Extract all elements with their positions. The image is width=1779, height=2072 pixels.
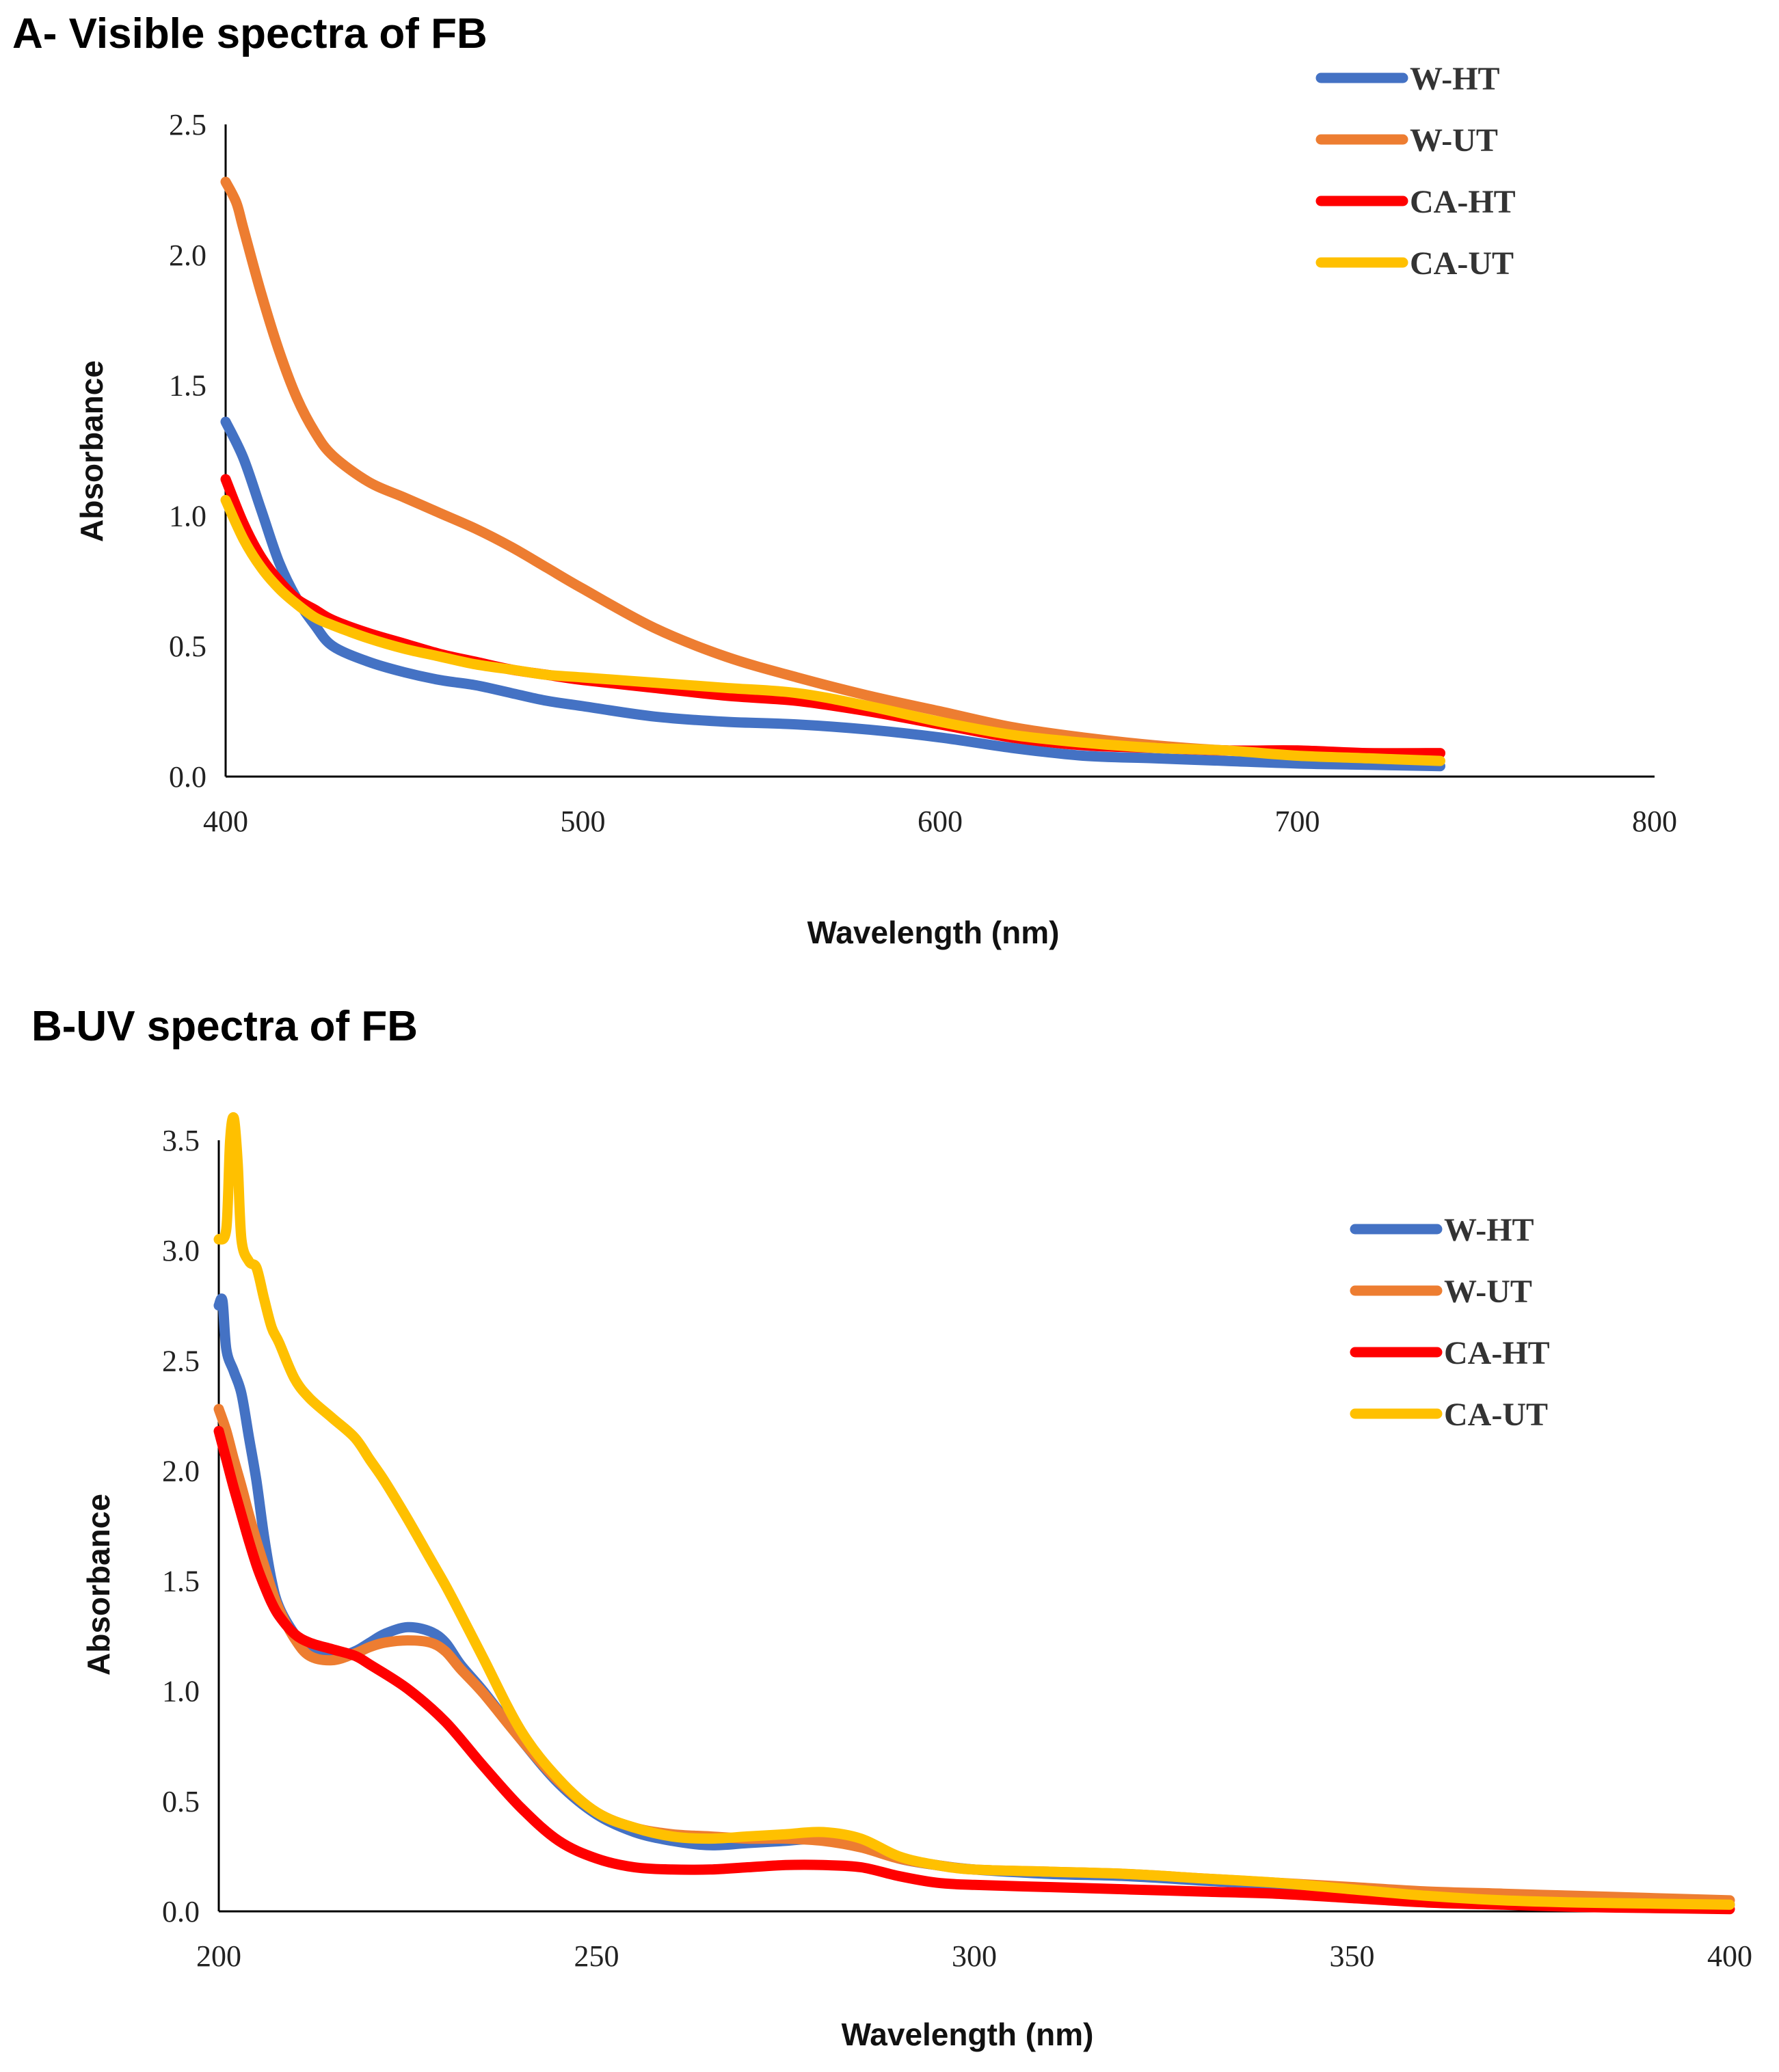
y-tick-label: 0.5 (162, 1785, 200, 1818)
y-tick-label: 2.0 (162, 1454, 200, 1488)
x-tick-label: 500 (561, 805, 606, 838)
y-axis-label: Absorbance (74, 360, 109, 542)
chart-a-svg: 400 500 600 700 800 0.0 0.5 1.0 1.5 2.0 2.5 Wavelen… (74, 61, 1677, 950)
chart-title: A- Visible spectra of FB (12, 10, 487, 57)
y-tick-label: 2.5 (169, 108, 206, 142)
series-line-w-ut (213, 1403, 1735, 1906)
legend-label-ca-ht: CA-HT (1410, 184, 1516, 220)
y-tick-label: 0.5 (169, 630, 206, 663)
chart-title: B-UV spectra of FB (31, 1003, 418, 1050)
series-line-w-ht (213, 1293, 1735, 1910)
x-tick-label: 400 (203, 805, 248, 838)
y-tick-label: 0.0 (169, 760, 206, 794)
y-tick-label: 2.5 (162, 1344, 200, 1377)
series-line-ca-ut (220, 495, 1445, 766)
series-line-ca-ut (213, 1112, 1735, 1910)
series-line-w-ut (220, 176, 1445, 759)
legend-label-w-ut: W-UT (1444, 1274, 1532, 1310)
y-tick-label: 1.5 (169, 369, 206, 403)
y-axis-label: Absorbance (81, 1494, 116, 1676)
panel-a-visible-spectra: A- Visible spectra of FB 400 500 600 700 800… (0, 0, 1779, 984)
chart-b-svg: 200 250 300 350 400 0.0 0.5 1.0 1.5 2.0 2.5 3.0 3.5 W… (81, 1112, 1752, 2052)
series-line-ca-ht (213, 1425, 1735, 1915)
x-tick-label: 200 (196, 1939, 241, 1973)
y-tick-label: 3.5 (162, 1124, 200, 1157)
x-axis-label: Wavelength (nm) (842, 2017, 1094, 2052)
legend-label-w-ht: W-HT (1410, 61, 1500, 97)
series-line-w-ht (220, 416, 1445, 772)
x-tick-label: 400 (1707, 1939, 1752, 1973)
x-tick-label: 600 (918, 805, 963, 838)
series-line-ca-ht (220, 474, 1445, 759)
x-tick-label: 700 (1275, 805, 1320, 838)
legend-label-ca-ut: CA-UT (1410, 245, 1514, 282)
legend-label-ca-ht: CA-HT (1444, 1335, 1550, 1371)
y-tick-label: 2.0 (169, 239, 206, 272)
y-tick-label: 0.0 (162, 1895, 200, 1928)
legend-label-w-ht: W-HT (1444, 1212, 1534, 1248)
x-tick-label: 800 (1632, 805, 1677, 838)
x-tick-label: 350 (1330, 1939, 1375, 1973)
y-tick-label: 1.0 (162, 1675, 200, 1708)
x-axis-label: Wavelength (nm) (807, 915, 1060, 950)
x-tick-label: 250 (574, 1939, 619, 1973)
y-tick-label: 3.0 (162, 1234, 200, 1267)
y-tick-label: 1.0 (169, 499, 206, 533)
legend-label-ca-ut: CA-UT (1444, 1397, 1548, 1433)
legend-label-w-ut: W-UT (1410, 122, 1498, 159)
y-tick-label: 1.5 (162, 1565, 200, 1598)
panel-b-uv-spectra: B-UV spectra of FB 200 250 300 350 400 0.0 0.5… (0, 984, 1779, 2072)
x-tick-label: 300 (952, 1939, 997, 1973)
